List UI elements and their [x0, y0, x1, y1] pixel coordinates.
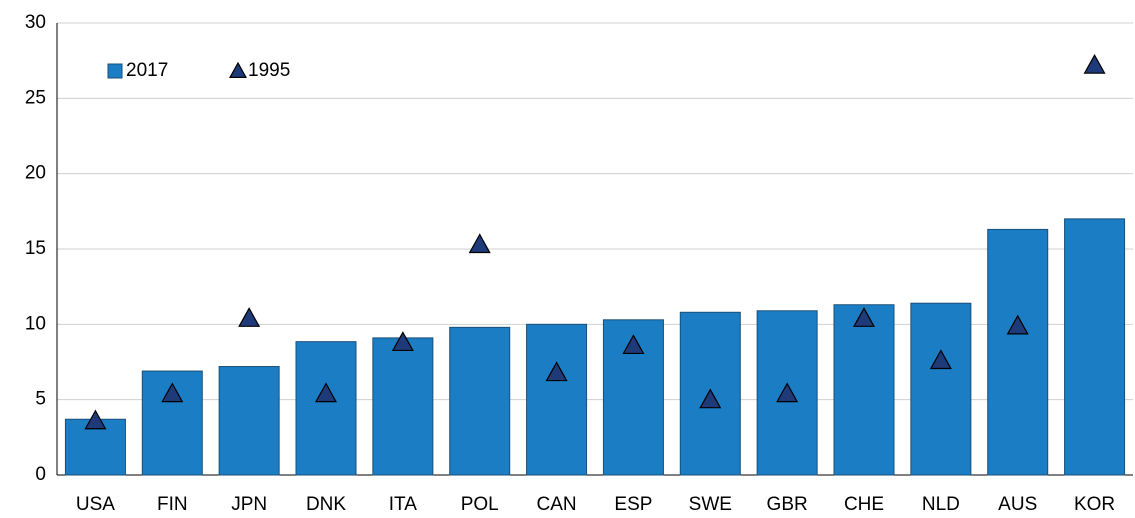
- bar: [218, 366, 280, 476]
- x-tick-label: NLD: [922, 494, 960, 515]
- triangle-marker: [622, 334, 645, 355]
- x-tick-label: POL: [461, 494, 499, 515]
- x-tick-label: CHE: [844, 494, 884, 515]
- bar: [756, 310, 818, 476]
- y-tick-label: 25: [25, 87, 46, 108]
- x-tick-label: DNK: [306, 494, 346, 515]
- y-tick-label: 5: [35, 389, 46, 410]
- triangle-marker: [1006, 314, 1029, 335]
- bar: [987, 228, 1049, 476]
- y-tick-label: 20: [25, 163, 46, 184]
- x-tick-label: ESP: [614, 494, 652, 515]
- x-tick-label: ITA: [389, 494, 417, 515]
- y-tick-label: 10: [25, 313, 46, 334]
- bar: [295, 341, 357, 476]
- bar: [449, 326, 511, 476]
- x-tick-label: USA: [76, 494, 115, 515]
- bar: [833, 304, 895, 476]
- x-tick-label: SWE: [689, 494, 732, 515]
- x-tick-label: KOR: [1074, 494, 1115, 515]
- triangle-marker: [314, 382, 338, 403]
- y-tick-label: 30: [25, 12, 46, 33]
- x-tick-label: FIN: [157, 494, 188, 515]
- legend-swatch: [228, 61, 248, 79]
- triangle-marker: [238, 307, 261, 327]
- triangle-marker: [852, 307, 876, 327]
- triangle-marker: [929, 349, 952, 370]
- legend-swatch: [107, 63, 123, 79]
- legend-label: 2017: [126, 60, 168, 81]
- legend-label: 1995: [248, 60, 290, 81]
- bar: [910, 302, 972, 476]
- bar: [1064, 218, 1126, 476]
- y-tick-label: 0: [35, 464, 46, 485]
- x-tick-label: JPN: [231, 494, 267, 515]
- y-tick-label: 15: [25, 238, 46, 259]
- triangle-marker: [545, 361, 568, 382]
- triangle-marker: [776, 382, 799, 403]
- triangle-marker: [161, 382, 184, 403]
- triangle-marker: [468, 233, 491, 254]
- triangle-marker: [699, 388, 722, 409]
- x-tick-label: GBR: [767, 494, 808, 515]
- bar: [526, 323, 588, 476]
- x-tick-label: AUS: [998, 494, 1037, 515]
- triangle-marker: [84, 409, 107, 430]
- triangle-marker: [391, 331, 414, 352]
- bar: [372, 337, 434, 476]
- x-tick-label: CAN: [537, 494, 577, 515]
- triangle-marker: [1083, 53, 1106, 74]
